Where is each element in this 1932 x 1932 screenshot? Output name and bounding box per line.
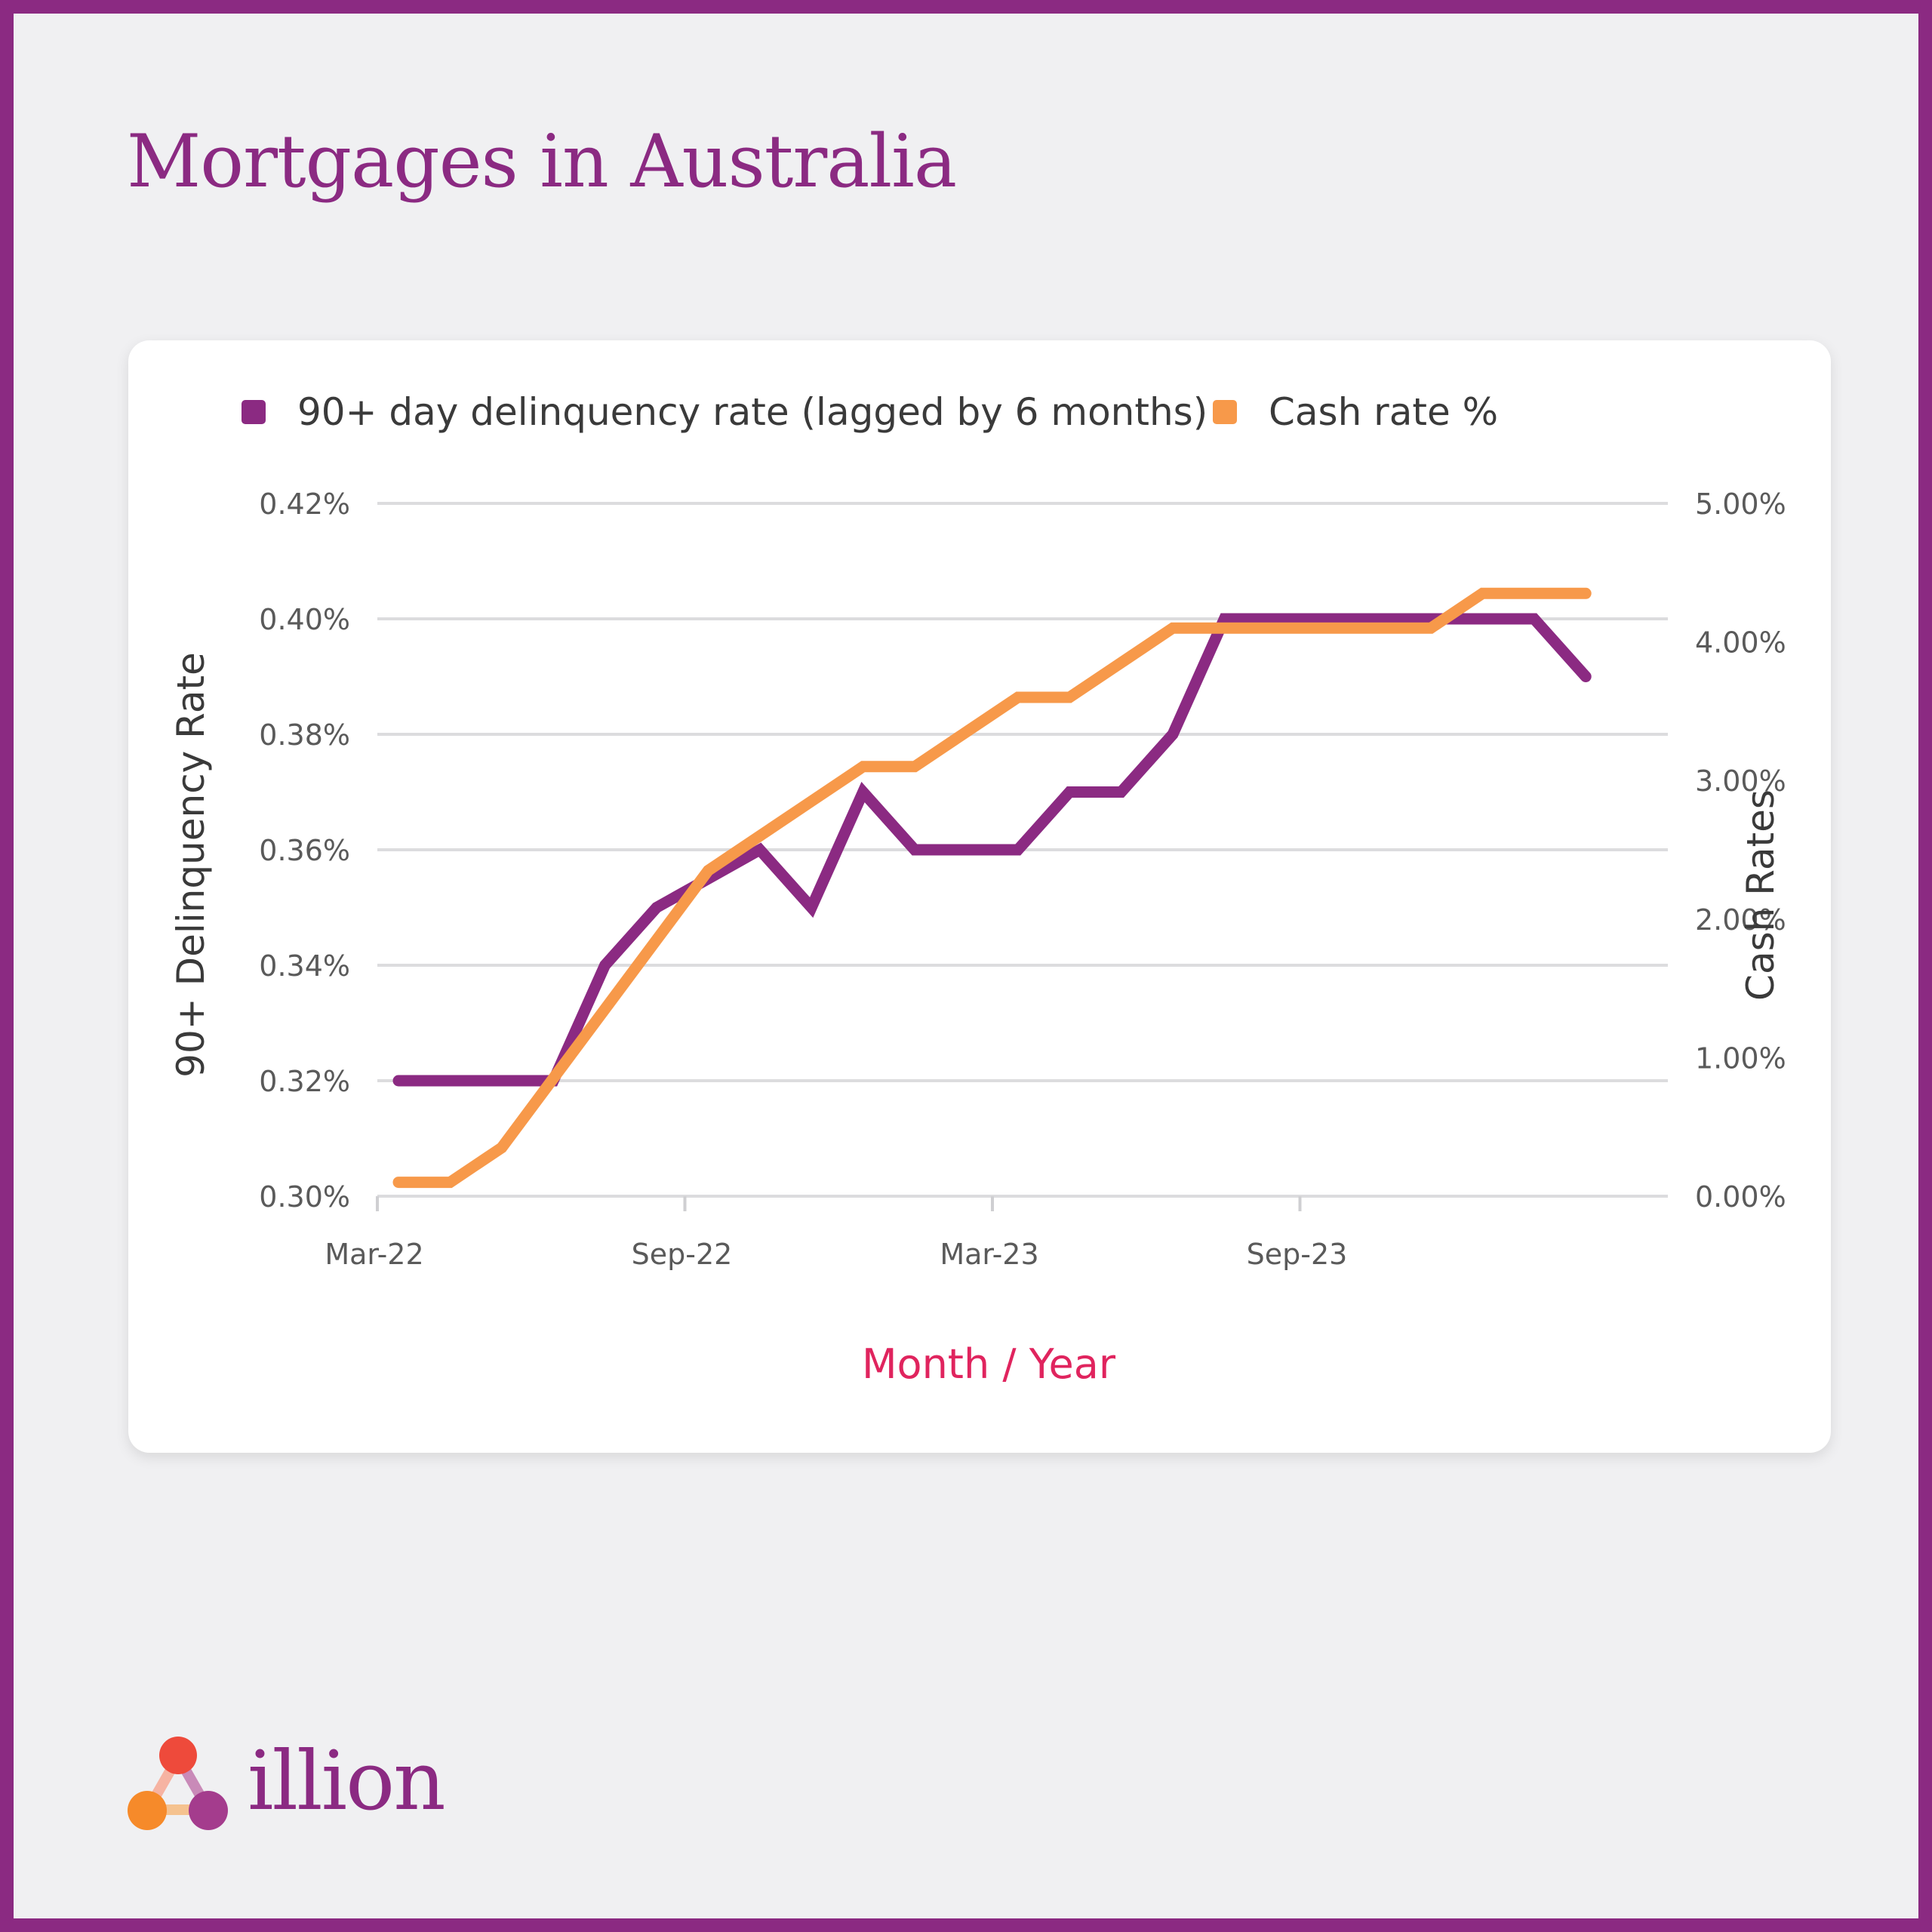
x-tick-label: Mar-22 [325, 1238, 423, 1271]
y-right-tick-label: 1.00% [1695, 1041, 1786, 1075]
y-left-tick-label: 0.32% [259, 1065, 350, 1098]
y-left-axis-title: 90+ Delinquency Rate [169, 652, 213, 1078]
y-left-tick-label: 0.36% [259, 834, 350, 867]
y-right-tick-label: 3.00% [1695, 764, 1786, 798]
y-left-tick-label: 0.34% [259, 949, 350, 983]
y-left-tick-label: 0.38% [259, 718, 350, 752]
y-left-tick-label: 0.30% [259, 1180, 350, 1214]
legend-marker-delinquency [242, 400, 266, 424]
x-tick-label: Sep-22 [632, 1238, 733, 1271]
x-tick-label: Mar-23 [940, 1238, 1038, 1271]
illion-logo-mark [128, 1737, 228, 1830]
page-title: Mortgages in Australia [127, 119, 957, 204]
illion-logo: illion [127, 1734, 459, 1847]
brand-name: illion [248, 1734, 446, 1829]
y-left-tick-label: 0.42% [259, 488, 350, 521]
y-right-tick-label: 5.00% [1695, 488, 1786, 521]
delinquency-series-line [392, 613, 1592, 1087]
y-right-tick-label: 2.00% [1695, 903, 1786, 937]
y-right-axis-title: Cash Rates [1739, 789, 1783, 1001]
y-left-tick-label: 0.40% [259, 603, 350, 636]
legend-label-delinquency: 90+ day delinquency rate (lagged by 6 mo… [297, 390, 1208, 434]
y-right-tick-label: 4.00% [1695, 626, 1786, 660]
cash-rate-series-line [392, 587, 1592, 1189]
y-right-tick-label: 0.00% [1695, 1180, 1786, 1214]
chart-card: 0.30% 0.32% 0.34% 0.36% 0.38% 0.40% 0.42% 0.00%… [128, 340, 1831, 1453]
legend-marker-cash-rate [1213, 400, 1237, 424]
legend-label-cash-rate: Cash rate % [1269, 390, 1498, 434]
chart: 0.30% 0.32% 0.34% 0.36% 0.38% 0.40% 0.42% 0.00%… [169, 390, 1786, 1388]
x-tick-label: Sep-23 [1247, 1238, 1348, 1271]
x-axis-title: Month / Year [862, 1340, 1116, 1388]
